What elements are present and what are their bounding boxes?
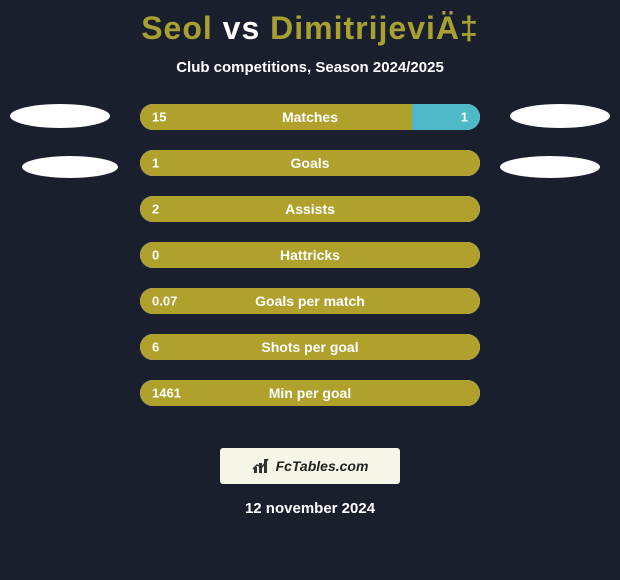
- brand-text: FcTables.com: [276, 458, 369, 474]
- stat-value-p1: 1461: [152, 386, 181, 401]
- footer-date: 12 november 2024: [0, 500, 620, 517]
- stat-label: Goals: [140, 155, 480, 171]
- stat-row: Goals1: [140, 150, 480, 176]
- stat-value-p1: 0: [152, 248, 159, 263]
- stat-value-p1: 15: [152, 110, 166, 125]
- decorative-ellipse: [500, 156, 600, 178]
- stat-label: Assists: [140, 201, 480, 217]
- stat-label: Matches: [140, 109, 480, 125]
- stat-value-p1: 2: [152, 202, 159, 217]
- chart-icon: [252, 457, 272, 475]
- decorative-ellipse: [510, 104, 610, 128]
- stat-row: Goals per match0.07: [140, 288, 480, 314]
- player1-name: Seol: [141, 10, 213, 46]
- comparison-title: Seol vs DimitrijeviÄ‡: [0, 0, 620, 47]
- stat-label: Min per goal: [140, 385, 480, 401]
- stat-row: Shots per goal6: [140, 334, 480, 360]
- stat-value-p1: 1: [152, 156, 159, 171]
- subtitle: Club competitions, Season 2024/2025: [0, 59, 620, 76]
- brand-badge: FcTables.com: [220, 448, 400, 484]
- stats-chart: Matches151Goals1Assists2Hattricks0Goals …: [0, 104, 620, 414]
- stat-label: Goals per match: [140, 293, 480, 309]
- stat-row: Assists2: [140, 196, 480, 222]
- stat-value-p1: 6: [152, 340, 159, 355]
- vs-text: vs: [223, 10, 261, 46]
- stat-row: Hattricks0: [140, 242, 480, 268]
- decorative-ellipse: [10, 104, 110, 128]
- stat-label: Hattricks: [140, 247, 480, 263]
- stat-value-p1: 0.07: [152, 294, 177, 309]
- stat-value-p2: 1: [461, 110, 468, 125]
- player2-name: DimitrijeviÄ‡: [270, 10, 479, 46]
- decorative-ellipse: [22, 156, 118, 178]
- stat-row: Min per goal1461: [140, 380, 480, 406]
- stat-label: Shots per goal: [140, 339, 480, 355]
- stat-row: Matches15 1: [140, 104, 480, 130]
